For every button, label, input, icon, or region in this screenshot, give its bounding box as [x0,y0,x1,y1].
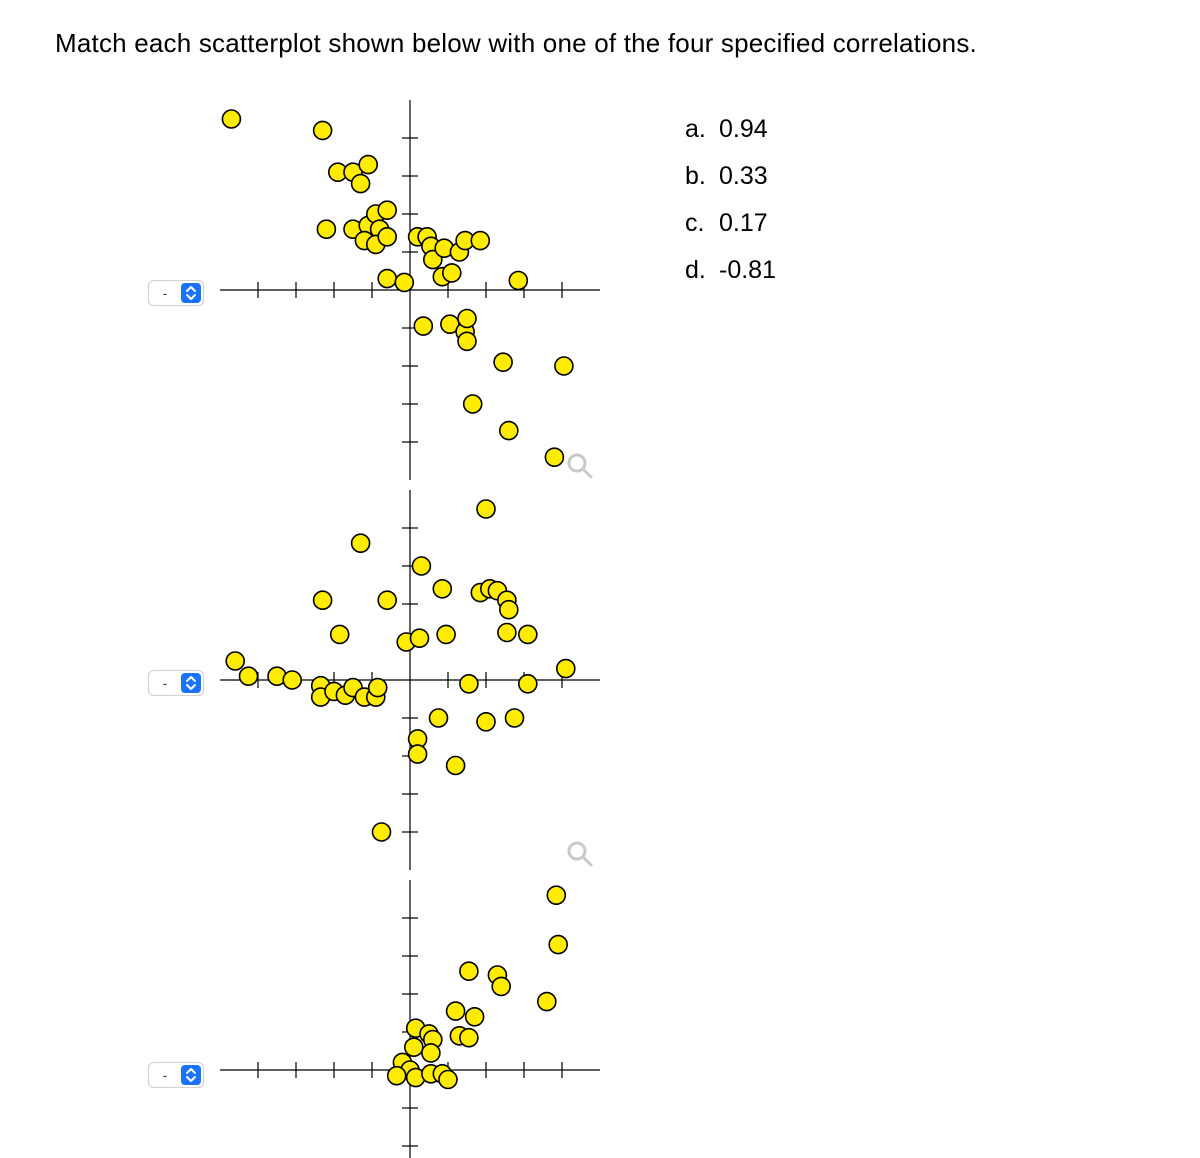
answer-label: c. [685,209,719,238]
scatterplot-svg [220,490,600,870]
scatterplot-svg [220,100,600,480]
answer-label: a. [685,115,719,144]
answer-value: 0.17 [719,209,768,237]
answer-option: d.-0.81 [685,256,776,285]
scatterplot-svg [220,880,600,1158]
selector-value: - [149,1064,181,1086]
answer-selector[interactable]: - [148,670,204,696]
scatterplot [220,880,600,1158]
selector-value: - [149,282,181,304]
answer-label: b. [685,162,719,191]
question-text: Match each scatterplot shown below with … [55,28,977,59]
scatterplot [220,100,600,480]
zoom-icon[interactable] [566,840,594,873]
answer-list: a.0.94b.0.33c.0.17d.-0.81 [685,115,776,303]
answer-value: -0.81 [719,256,776,284]
zoom-icon[interactable] [566,452,594,485]
selector-value: - [149,672,181,694]
answer-option: a.0.94 [685,115,776,144]
stepper-icon[interactable] [181,283,201,303]
scatterplot [220,490,600,870]
stepper-icon[interactable] [181,1065,201,1085]
answer-selector[interactable]: - [148,1062,204,1088]
answer-option: b.0.33 [685,162,776,191]
answer-value: 0.33 [719,162,768,190]
answer-value: 0.94 [719,115,768,143]
answer-label: d. [685,256,719,285]
answer-option: c.0.17 [685,209,776,238]
stepper-icon[interactable] [181,673,201,693]
answer-selector[interactable]: - [148,280,204,306]
